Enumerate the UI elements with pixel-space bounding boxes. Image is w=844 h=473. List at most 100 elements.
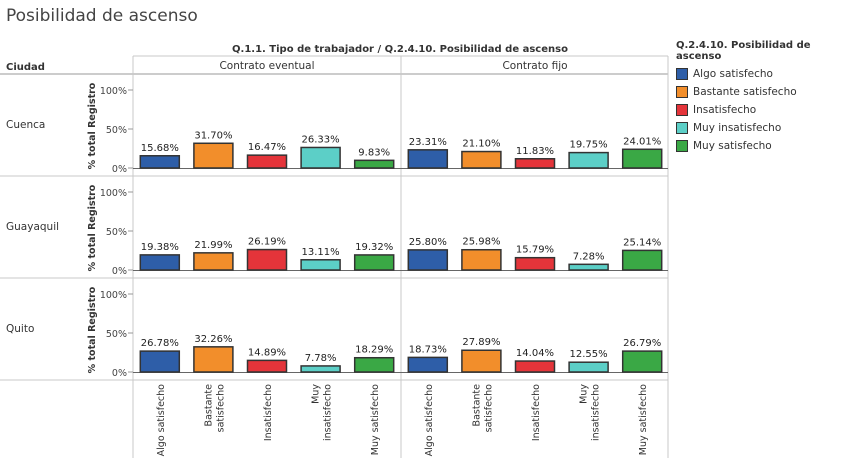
bar: [139, 350, 181, 373]
y-tick-label: 50%: [106, 125, 127, 136]
data-label: 14.89%: [248, 347, 286, 358]
data-label: 25.14%: [623, 237, 661, 248]
bar: [514, 158, 556, 169]
data-label: 18.29%: [355, 345, 393, 356]
data-label: 9.83%: [358, 147, 390, 158]
y-tick-label: 0%: [112, 266, 127, 277]
bar: [621, 249, 663, 271]
legend-swatch: [676, 104, 688, 116]
bar: [514, 256, 556, 271]
category-tick-label: Algo satisfecho: [424, 384, 435, 457]
y-axis-title: % total Registro: [87, 82, 98, 169]
category-tick-label: satisfecho: [483, 384, 494, 433]
legend-swatch: [676, 140, 688, 152]
bar: [353, 356, 395, 373]
bar: [621, 350, 663, 373]
bar-chart: Q.1.1. Tipo de trabajador / Q.2.4.10. Po…: [0, 44, 669, 458]
y-tick-label: 50%: [106, 329, 127, 340]
column-header-title: Q.1.1. Tipo de trabajador / Q.2.4.10. Po…: [232, 44, 568, 55]
bar: [461, 150, 502, 169]
category-tick-label: Insatisfecho: [263, 384, 274, 441]
category-tick-label: Muy: [579, 384, 590, 404]
category-tick-label: Insatisfecho: [531, 384, 542, 441]
bar: [407, 149, 449, 169]
legend-swatch: [676, 68, 688, 80]
bar: [193, 252, 234, 271]
bar: [353, 254, 395, 271]
bar: [407, 356, 449, 373]
legend-label: Insatisfecho: [693, 104, 757, 116]
page-title: Posibilidad de ascenso: [6, 6, 198, 26]
bar: [568, 361, 609, 373]
category-tick-label: Muy satisfecho: [638, 384, 649, 455]
category-tick-label: Bastante: [203, 384, 214, 427]
data-label: 21.10%: [462, 139, 500, 150]
bar: [353, 159, 395, 169]
data-label: 13.11%: [302, 247, 340, 258]
data-label: 24.01%: [623, 136, 661, 147]
bar: [461, 248, 502, 271]
column-header: Contrato fijo: [502, 60, 567, 72]
data-label: 32.26%: [194, 334, 232, 345]
bar: [246, 154, 288, 169]
bar: [246, 248, 288, 271]
data-label: 19.38%: [141, 242, 179, 253]
bar: [568, 151, 609, 169]
bar: [193, 346, 234, 373]
data-label: 26.19%: [248, 237, 286, 248]
legend-swatch: [676, 86, 688, 98]
data-label: 25.80%: [409, 237, 447, 248]
data-label: 31.70%: [194, 130, 232, 141]
bar: [300, 259, 341, 271]
data-label: 19.32%: [355, 242, 393, 253]
category-tick-label: insatisfecho: [591, 384, 602, 441]
y-axis-title: % total Registro: [87, 184, 98, 271]
legend: Q.2.4.10. Posibilidad de ascenso Algo sa…: [676, 40, 842, 155]
y-axis-title: % total Registro: [87, 286, 98, 373]
data-label: 21.99%: [194, 240, 232, 251]
data-label: 18.73%: [409, 344, 447, 355]
column-header: Contrato eventual: [219, 60, 314, 72]
legend-title: Q.2.4.10. Posibilidad de ascenso: [676, 40, 811, 62]
row-header: Quito: [6, 323, 34, 335]
y-tick-label: 50%: [106, 227, 127, 238]
data-label: 14.04%: [516, 348, 554, 359]
data-label: 15.79%: [516, 245, 554, 256]
category-tick-label: satisfecho: [215, 384, 226, 433]
bar: [514, 360, 556, 373]
data-label: 26.79%: [623, 338, 661, 349]
row-header: Cuenca: [6, 119, 45, 131]
bar: [621, 148, 663, 169]
row-field-header: Ciudad: [6, 62, 45, 73]
data-label: 26.33%: [302, 134, 340, 145]
legend-item[interactable]: Muy insatisfecho: [676, 119, 842, 137]
legend-item[interactable]: Insatisfecho: [676, 101, 842, 119]
legend-item[interactable]: Muy satisfecho: [676, 137, 842, 155]
category-tick-label: insatisfecho: [323, 384, 334, 441]
bar: [568, 263, 609, 271]
legend-label: Algo satisfecho: [693, 68, 773, 80]
y-tick-label: 0%: [112, 164, 127, 175]
data-label: 23.31%: [409, 137, 447, 148]
bar: [193, 142, 234, 169]
legend-item[interactable]: Bastante satisfecho: [676, 83, 842, 101]
category-tick-label: Muy: [311, 384, 322, 404]
data-label: 27.89%: [462, 337, 500, 348]
legend-label: Muy satisfecho: [693, 140, 772, 152]
row-header: Guayaquil: [6, 221, 59, 233]
category-tick-label: Algo satisfecho: [156, 384, 167, 457]
bar: [300, 146, 341, 169]
legend-label: Muy insatisfecho: [693, 122, 782, 134]
data-label: 26.78%: [141, 338, 179, 349]
category-tick-label: Bastante: [471, 384, 482, 427]
data-label: 16.47%: [248, 142, 286, 153]
legend-item[interactable]: Algo satisfecho: [676, 65, 842, 83]
data-label: 25.98%: [462, 237, 500, 248]
bar: [246, 359, 288, 373]
y-tick-label: 100%: [100, 290, 127, 301]
data-label: 7.78%: [305, 353, 337, 364]
bar: [139, 155, 181, 169]
data-label: 19.75%: [570, 140, 608, 151]
data-label: 15.68%: [141, 143, 179, 154]
y-tick-label: 100%: [100, 86, 127, 97]
